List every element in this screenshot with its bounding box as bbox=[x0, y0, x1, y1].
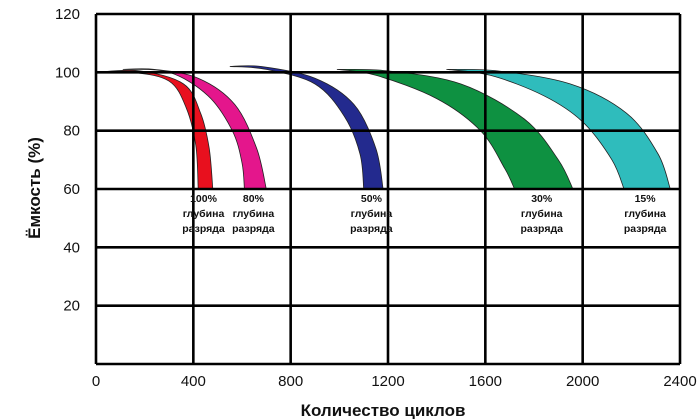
band-label-0-line-0: 100% bbox=[190, 193, 218, 205]
y-tick-label-0: 20 bbox=[63, 298, 80, 315]
y-tick-label-1: 40 bbox=[63, 239, 80, 256]
band-label-4-line-0: 15% bbox=[635, 193, 657, 205]
band-label-2-line-1: глубина bbox=[351, 208, 393, 220]
y-tick-label-5: 120 bbox=[55, 6, 80, 23]
band-label-1-line-1: глубина bbox=[233, 208, 275, 220]
x-tick-label-1: 400 bbox=[181, 373, 206, 390]
band-label-4-line-2: разряда bbox=[624, 223, 667, 235]
y-tick-label-3: 80 bbox=[63, 123, 80, 140]
band-label-1-line-0: 80% bbox=[243, 193, 265, 205]
band-label-0-line-2: разряда bbox=[182, 223, 225, 235]
band-label-2-line-2: разряда bbox=[350, 223, 393, 235]
band-label-3-line-1: глубина bbox=[521, 208, 563, 220]
y-axis-title: Ёмкость (%) bbox=[25, 137, 44, 239]
band-label-0-line-1: глубина bbox=[183, 208, 225, 220]
y-tick-label-2: 60 bbox=[63, 181, 80, 198]
x-tick-label-6: 2400 bbox=[663, 373, 696, 390]
bands-layer bbox=[95, 65, 671, 190]
band-label-2-line-0: 50% bbox=[361, 193, 383, 205]
x-tick-label-3: 1200 bbox=[371, 373, 404, 390]
grid-layer bbox=[94, 12, 682, 366]
band-label-3-line-2: разряда bbox=[520, 223, 563, 235]
x-tick-label-5: 2000 bbox=[566, 373, 599, 390]
y-tick-label-4: 100 bbox=[55, 64, 80, 81]
x-tick-label-0: 0 bbox=[92, 373, 100, 390]
band-label-3-line-0: 30% bbox=[531, 193, 553, 205]
x-tick-label-4: 1600 bbox=[469, 373, 502, 390]
x-axis-title: Количество циклов bbox=[301, 401, 466, 419]
band-label-4-line-1: глубина bbox=[624, 208, 666, 220]
band-label-1-line-2: разряда bbox=[232, 223, 275, 235]
x-tick-label-2: 800 bbox=[278, 373, 303, 390]
band-labels-layer: 100% глубина разряда 80% глубина разряда 50% гл… bbox=[182, 193, 666, 235]
